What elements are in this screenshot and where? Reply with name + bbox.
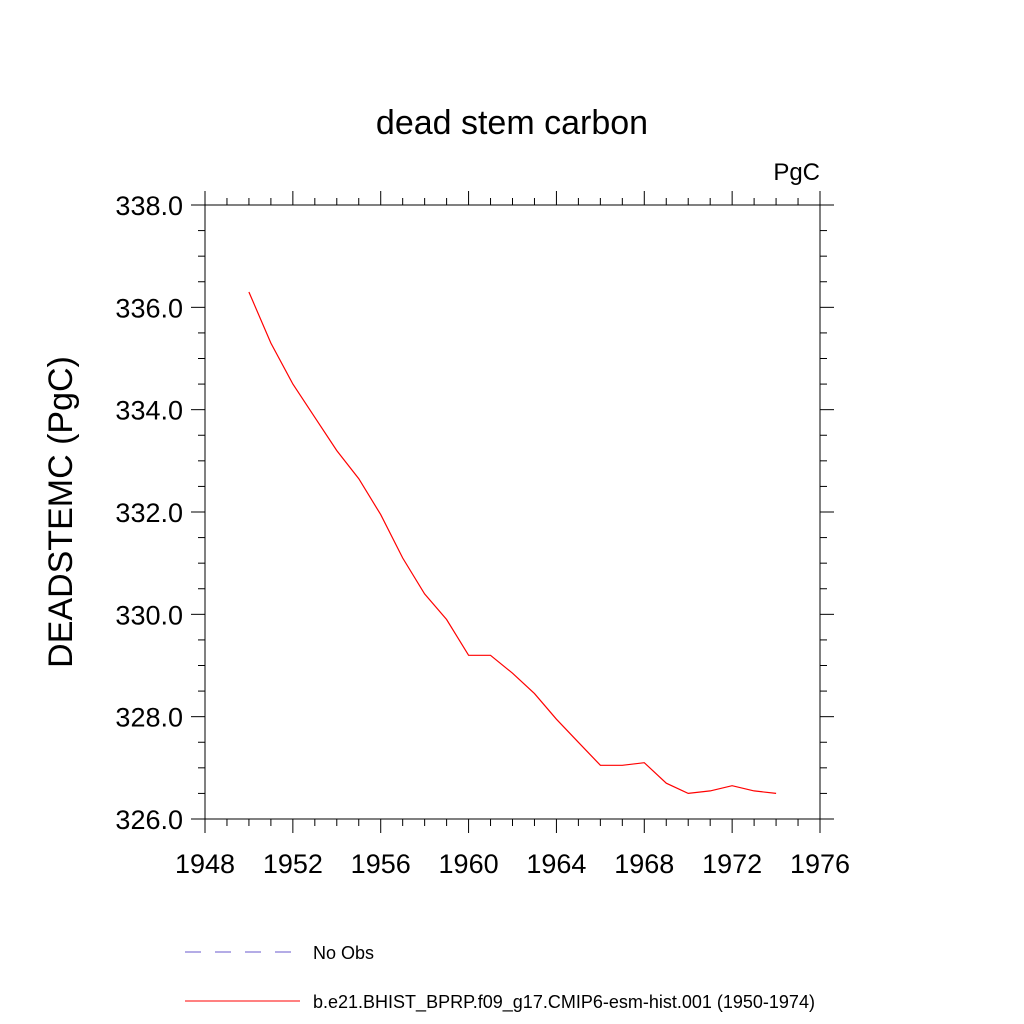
y-axis-label: DEADSTEMC (PgC) [42,356,80,668]
x-tick-label: 1968 [614,849,674,879]
legend: No Obs b.e21.BHIST_BPRP.f09_g17.CMIP6-esm… [185,943,815,1013]
x-tick-label: 1964 [526,849,586,879]
series-line-0 [248,291,777,795]
x-tick-label: 1972 [702,849,762,879]
y-tick-label: 330.0 [115,600,183,630]
y-tick-label: 326.0 [115,805,183,835]
y-tick-label: 328.0 [115,703,183,733]
x-tick-label: 1956 [351,849,411,879]
chart-title: dead stem carbon [376,104,648,142]
units-label: PgC [773,159,820,186]
axis-ticks [191,191,834,833]
y-tick-label: 334.0 [115,396,183,426]
y-tick-label: 338.0 [115,191,183,221]
x-tick-label: 1976 [790,849,850,879]
y-tick-label: 332.0 [115,498,183,528]
y-tick-label: 336.0 [115,293,183,323]
legend-label: No Obs [313,943,374,963]
x-tick-label: 1960 [439,849,499,879]
x-tick-label: 1952 [263,849,323,879]
plot-frame [204,204,821,820]
series-layer [248,291,777,795]
x-tick-label: 1948 [175,849,235,879]
legend-label: b.e21.BHIST_BPRP.f09_g17.CMIP6-esm-hist.… [313,992,815,1013]
tick-labels: 1948 1952 1956 1960 1964 1968 1972 1976 326.0 328… [115,191,850,879]
